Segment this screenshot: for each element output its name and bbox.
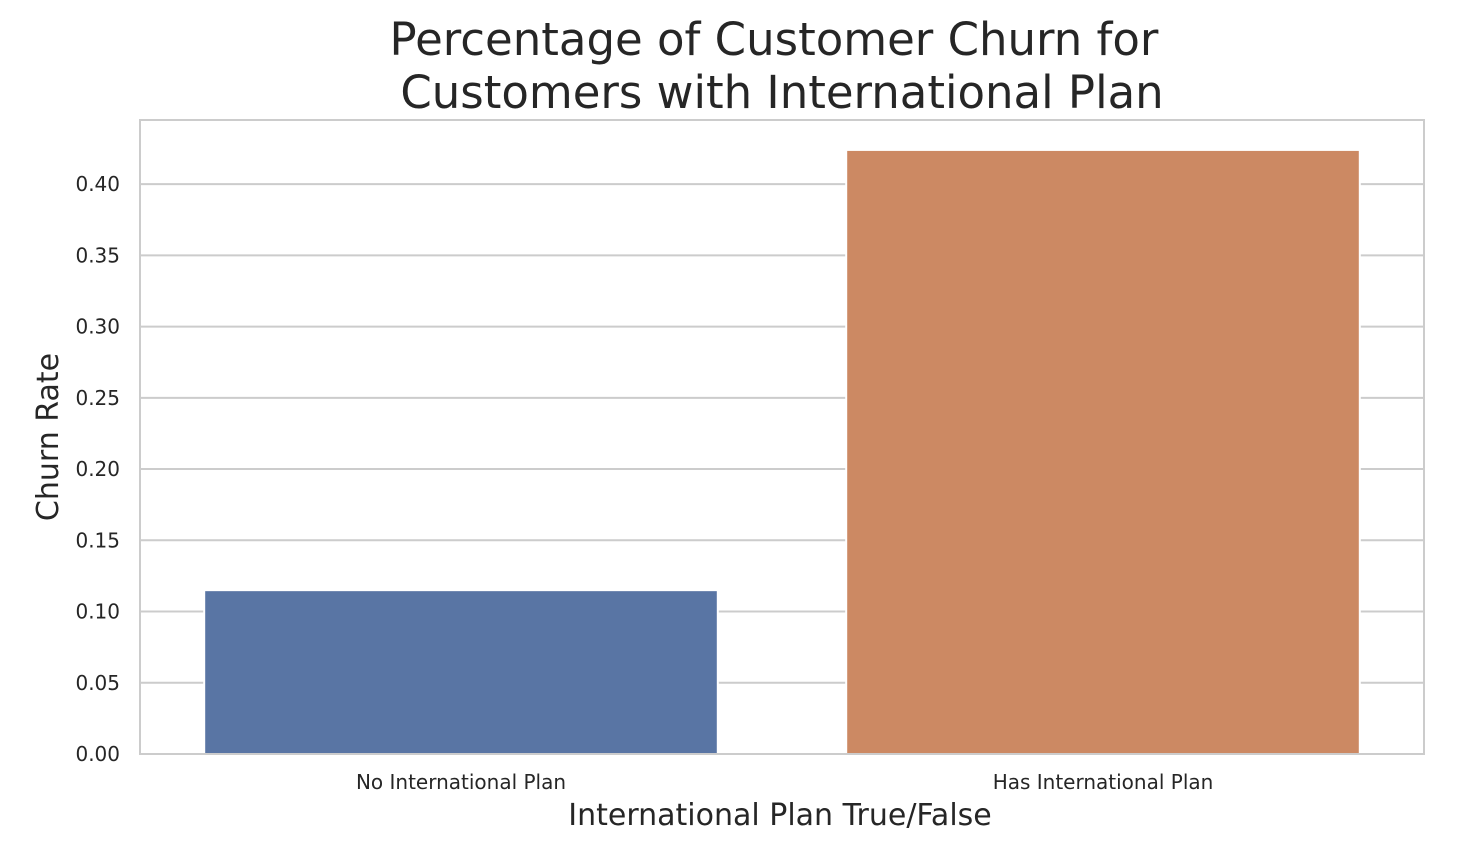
y-axis-label: Churn Rate [31, 353, 66, 521]
plot-frame [139, 119, 1425, 755]
y-tick-labels: 0.00 0.05 0.10 0.15 0.20 0.25 0.30 0.35 0.40 [75, 172, 120, 766]
y-tick-label-0: 0.00 [75, 742, 120, 766]
y-tick-label-3: 0.15 [75, 528, 120, 552]
y-tick-label-5: 0.25 [75, 386, 120, 410]
x-tick-labels: No International Plan Has International P… [356, 770, 1213, 794]
bar-1 [845, 148, 1361, 755]
y-tick-label-8: 0.40 [75, 172, 120, 196]
y-tick-label-6: 0.30 [75, 315, 120, 339]
y-tick-label-4: 0.20 [75, 457, 120, 481]
bars-layer [203, 148, 1361, 755]
chart-title-line-1: Percentage of Customer Churn for [390, 13, 1159, 66]
y-tick-label-7: 0.35 [75, 243, 120, 267]
chart-title-line-2: Customers with International Plan [400, 66, 1163, 119]
bar-0 [203, 589, 719, 755]
y-tick-label-1: 0.05 [75, 671, 120, 695]
x-axis-label: International Plan True/False [568, 798, 992, 833]
x-tick-label-0: No International Plan [356, 770, 566, 794]
x-tick-label-1: Has International Plan [993, 770, 1214, 794]
y-tick-label-2: 0.10 [75, 600, 120, 624]
